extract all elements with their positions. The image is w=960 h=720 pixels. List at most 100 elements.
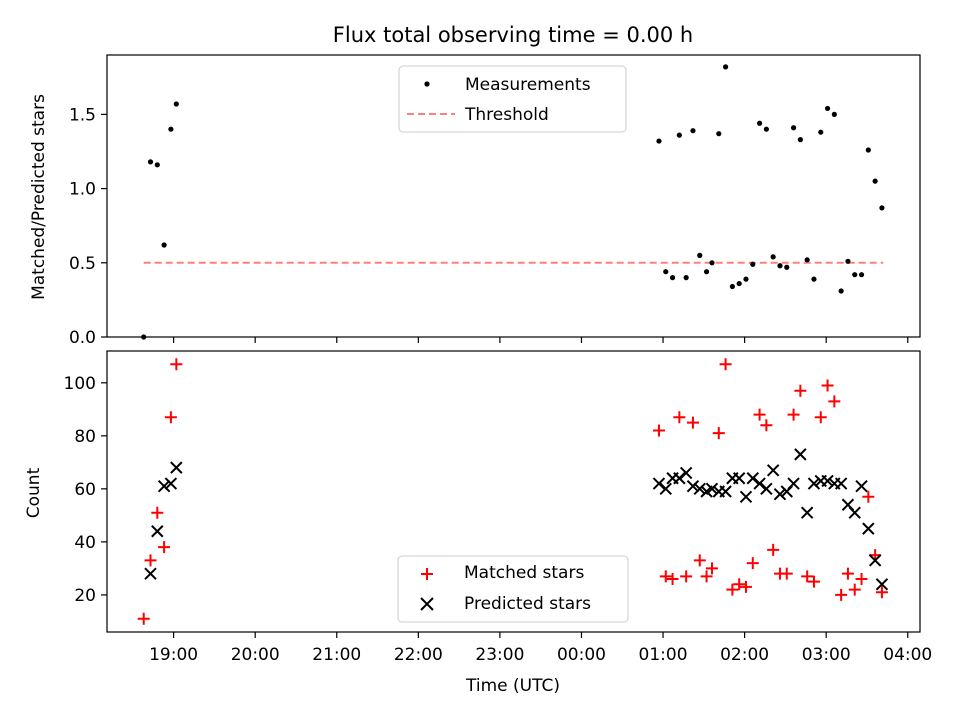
x-tick-label: 21:00 [312,645,361,665]
x-tick-label: 02:00 [720,645,769,665]
top-legend-box [398,65,627,133]
bottom-y-tick-label: 40 [74,533,96,553]
measurement-point [811,276,817,282]
measurement-point [777,263,783,269]
measurement-point [690,128,696,134]
measurement-point [722,64,729,70]
matched-star-point [828,395,841,408]
measurement-point [784,264,790,270]
predicted-star-point [800,506,814,519]
measurement-point [161,242,167,248]
measurement-point [709,260,715,266]
measurement-point [797,137,803,143]
matched-star-point [807,575,820,588]
matched-star-point [767,543,780,556]
bottom-y-tick-label: 20 [74,586,96,606]
matched-star-point [151,506,164,519]
legend-measurements-label: Measurements [465,75,591,95]
predicted-star-point [862,522,875,535]
bottom-chart-y-axis-label: Count [24,467,44,518]
legend-predicted-label: Predicted stars [464,594,591,614]
measurement-point [790,125,797,131]
predicted-star-point [834,477,848,490]
matched-star-point [137,612,150,625]
predicted-star-point [875,578,889,591]
measurement-point [683,275,689,281]
matched-star-point [801,570,814,583]
matched-star-point [666,572,679,585]
matched-star-point [164,411,177,424]
matched-star-point [170,358,183,371]
predicted-star-point [794,448,807,461]
matched-star-point [780,567,793,580]
measurement-point [818,129,824,135]
top-chart-title: Flux total observing time = 0.00 h [333,23,693,47]
measurement-point [703,269,710,275]
bottom-y-tick-label: 100 [64,374,96,394]
predicted-star-point [686,479,700,493]
bottom-chart-axes: 20 40 60 80 100 19:00 20:00 21:00 22:00 23:00 00:0… [64,374,933,665]
matched-star-point [739,580,752,593]
matched-star-point [686,416,699,429]
predicted-star-point [719,485,732,498]
top-legend: Measurements Threshold [398,65,627,133]
legend-threshold-label: Threshold [464,105,549,125]
matched-star-point [705,562,718,575]
predicted-star-point [848,506,861,519]
predicted-star-point [773,487,787,501]
measurement-point [154,162,160,168]
measurement-point [173,101,179,107]
measurement-point [804,257,810,263]
measurement-point [736,280,742,287]
measurement-point [750,261,756,267]
matched-star-point [652,424,665,437]
measurement-point [656,138,662,144]
matched-star-point [733,578,746,591]
measurement-point [831,111,837,117]
predicted-star-point [868,554,882,567]
measurement-point [763,126,769,132]
matched-star-point [680,570,693,583]
matched-star-point [144,554,157,567]
matched-star-point [673,411,686,424]
measurement-point [756,120,763,126]
measurement-point [879,205,885,211]
measurement-point [824,105,831,112]
bottom-legend-box [397,555,629,623]
predicted-star-point [732,472,746,485]
predicted-star-point [855,479,868,493]
top-chart-frame [106,54,921,338]
predicted-star-point [144,567,157,580]
measurement-point [845,258,851,264]
bottom-legend: Matched stars Predicted stars [397,555,629,623]
bottom-y-tick-label: 60 [74,480,96,500]
x-tick-label: 23:00 [475,645,524,665]
matched-star-point [746,557,759,570]
predicted-star-point [807,477,821,490]
predicted-stars-points [144,448,889,591]
matched-star-point [794,384,807,397]
bottom-chart-frame [106,350,921,633]
predicted-star-point [787,477,800,490]
predicted-star-point [821,474,834,488]
measurement-point [663,269,669,275]
measurement-point [697,252,703,258]
predicted-star-point [766,464,780,477]
matched-star-point [814,411,827,424]
matched-star-point [659,570,672,583]
matched-star-point [700,570,713,583]
top-y-tick-label: 1.5 [69,105,96,125]
matched-star-point [835,588,848,601]
matched-star-point [841,567,854,580]
predicted-star-point [679,466,693,480]
legend-matched-marker [421,568,433,580]
predicted-star-point [753,477,766,490]
matched-star-point [848,583,861,596]
measurement-points [141,64,885,340]
x-tick-label: 04:00 [883,645,932,665]
matched-stars-points [137,358,888,625]
matched-star-point [855,572,868,585]
predicted-star-point [164,477,178,490]
legend-measurements-marker [424,81,430,87]
